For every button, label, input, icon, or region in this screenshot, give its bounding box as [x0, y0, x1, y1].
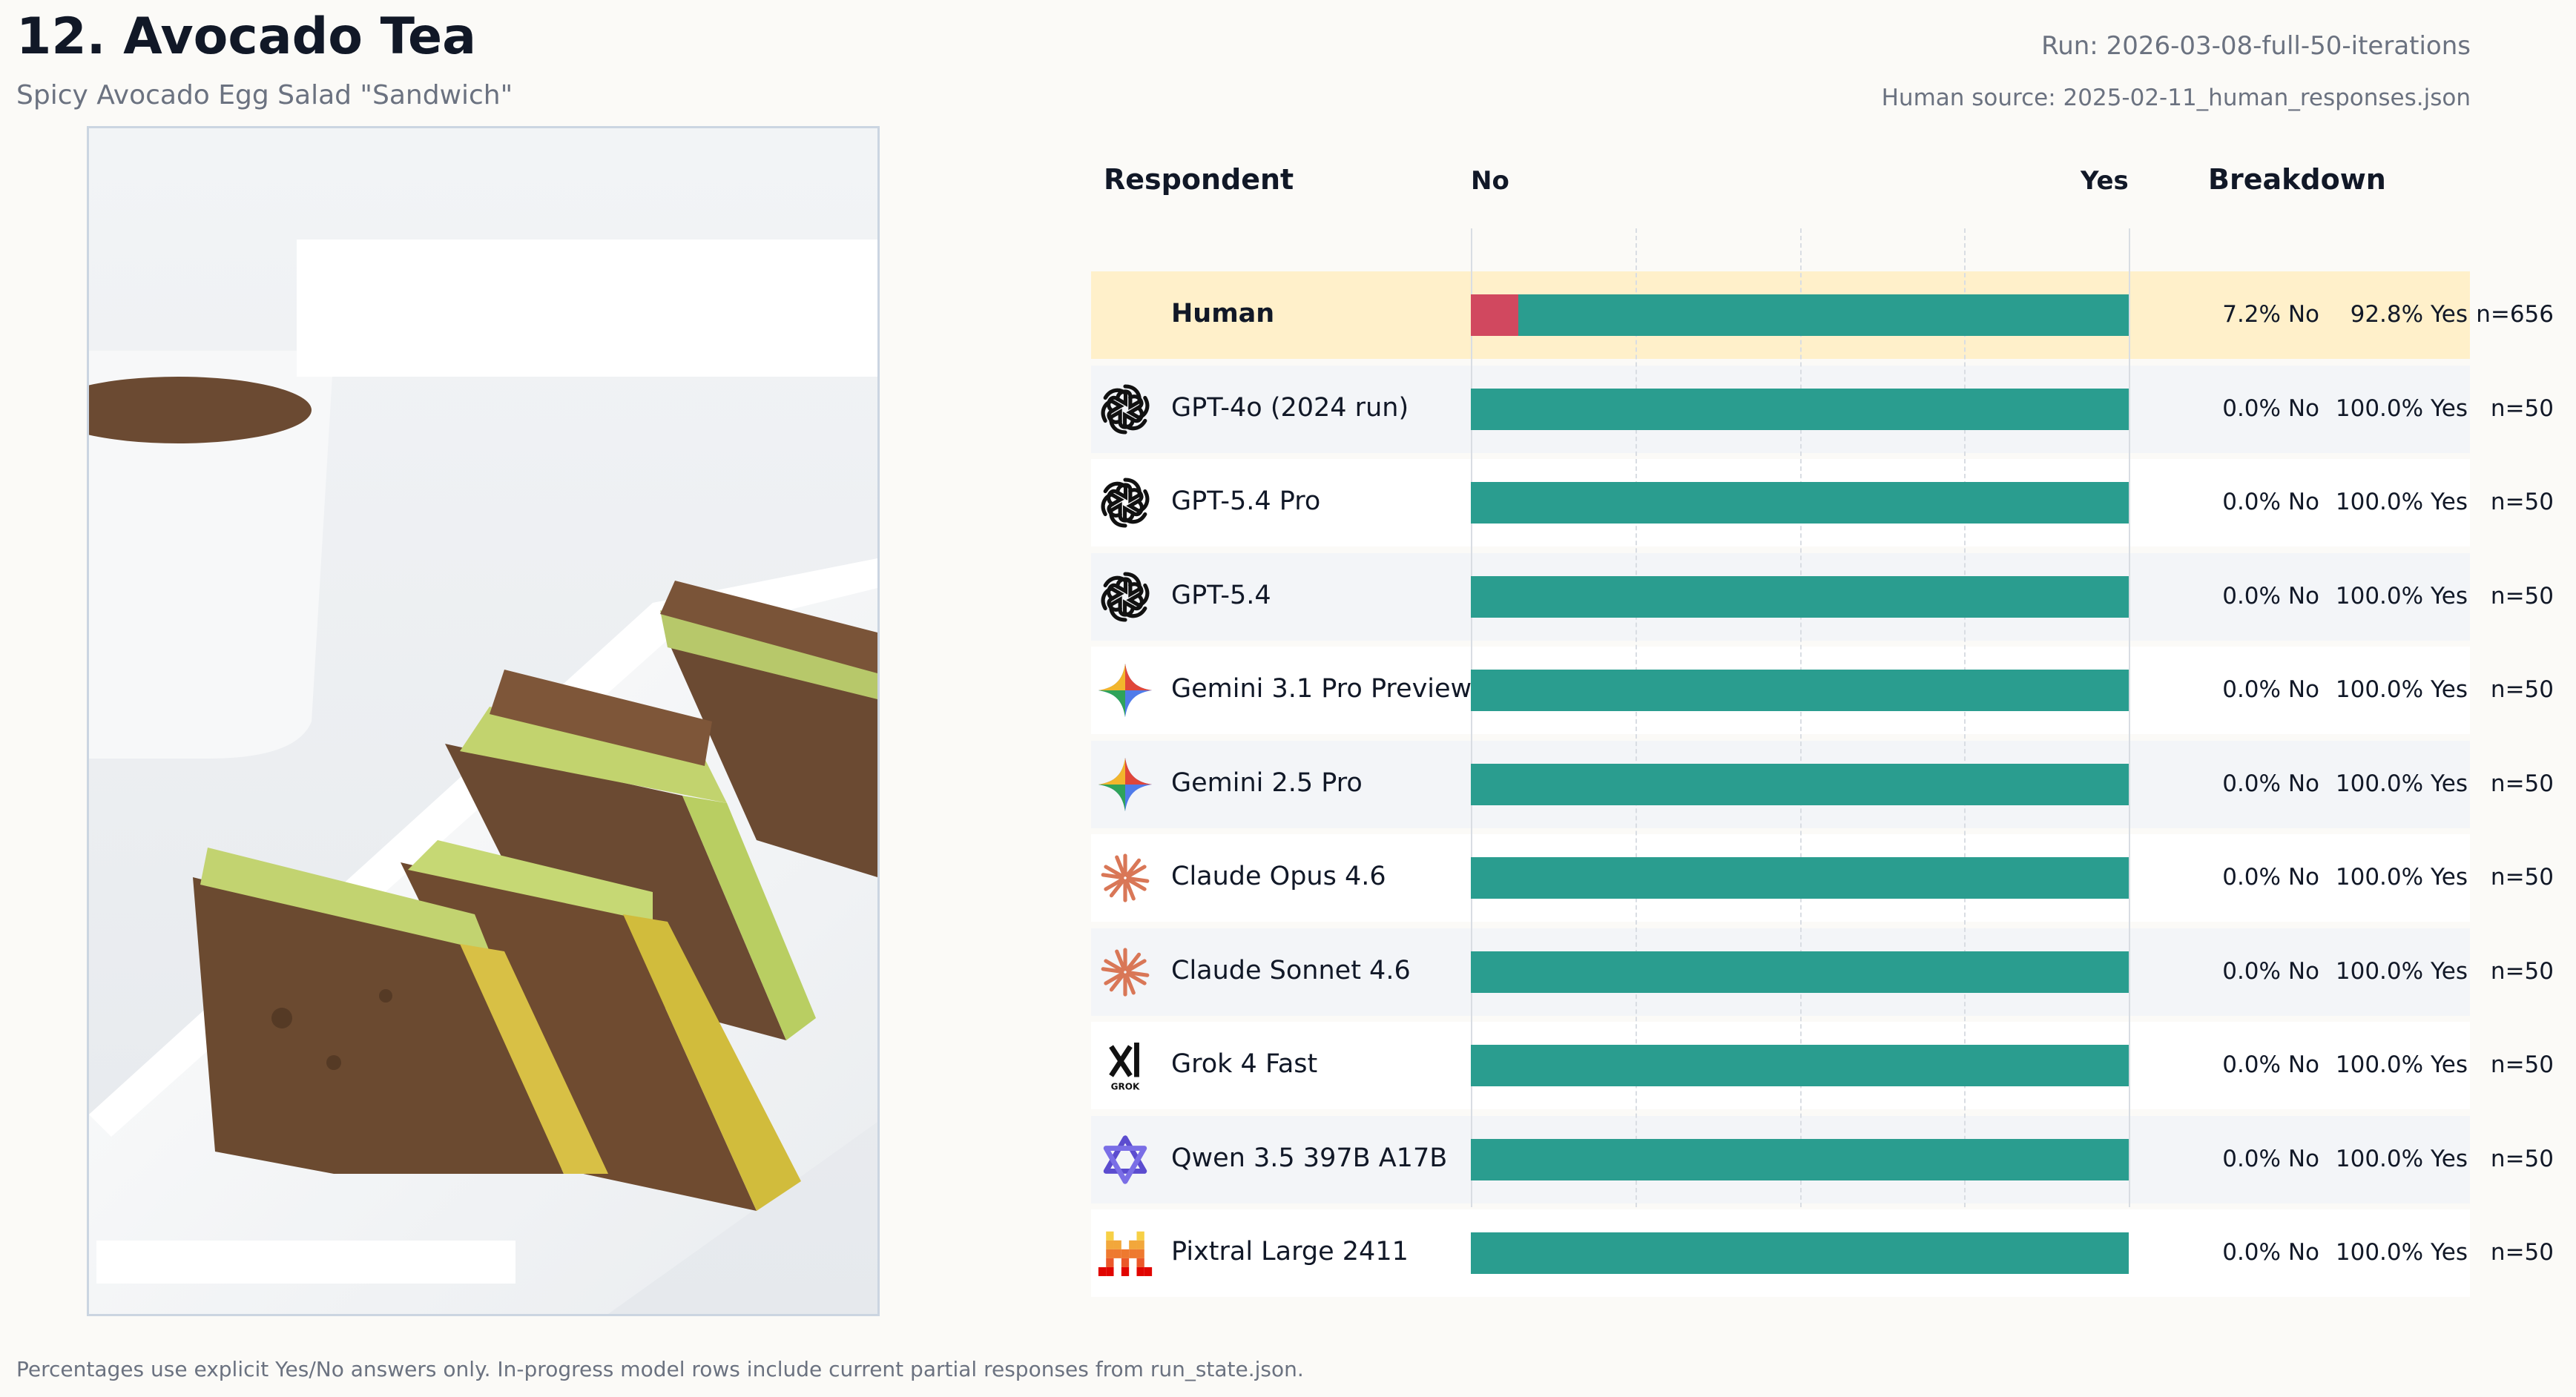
respondent-name: Gemini 3.1 Pro Preview: [1171, 674, 1472, 704]
breakdown-no-label: 0.0% No: [2222, 770, 2319, 797]
breakdown-no-label: 0.0% No: [2222, 864, 2319, 891]
page-subtitle: Spicy Avocado Egg Salad "Sandwich": [16, 80, 513, 110]
qwen-icon: [1093, 1128, 1157, 1192]
breakdown-yes-label: 100.0% Yes: [2335, 1051, 2468, 1078]
bar-yes-segment: [1471, 482, 2129, 524]
sample-size-label: n=50: [2490, 1145, 2554, 1172]
breakdown-no-label: 0.0% No: [2222, 489, 2319, 515]
sample-size-label: n=50: [2490, 1239, 2554, 1266]
breakdown-no-label: 0.0% No: [2222, 582, 2319, 610]
sample-size-label: n=50: [2490, 864, 2554, 891]
page-title: 12. Avocado Tea: [16, 7, 477, 66]
bar-yes-segment: [1471, 763, 2129, 805]
food-photo: [87, 126, 880, 1316]
breakdown-yes-label: 100.0% Yes: [2335, 770, 2468, 797]
breakdown-yes-label: 100.0% Yes: [2335, 489, 2468, 515]
respondent-name: Pixtral Large 2411: [1171, 1237, 1409, 1266]
human-source-label: Human source: 2025-02-11_human_responses…: [1881, 85, 2471, 111]
gridline: [1471, 228, 1472, 1207]
bar-yes-segment: [1471, 951, 2129, 993]
gridline: [1964, 228, 1966, 1207]
breakdown-yes-label: 100.0% Yes: [2335, 1145, 2468, 1172]
breakdown-no-label: 0.0% No: [2222, 394, 2319, 422]
claude-icon: [1093, 846, 1157, 910]
breakdown-yes-label: 100.0% Yes: [2335, 582, 2468, 610]
bar-yes-segment: [1471, 1232, 2129, 1274]
breakdown-yes-label: 100.0% Yes: [2335, 394, 2468, 422]
sample-size-label: n=50: [2490, 957, 2554, 985]
sample-size-label: n=50: [2490, 770, 2554, 797]
gridline: [1799, 228, 1802, 1207]
openai-icon: [1093, 565, 1157, 629]
sample-size-label: n=50: [2490, 582, 2554, 610]
mistral-icon: [1093, 1221, 1157, 1285]
no-axis-label: No: [1471, 166, 1509, 196]
breakdown-column-header: Breakdown: [2208, 163, 2386, 196]
gridline: [2129, 228, 2130, 1207]
respondent-name: Qwen 3.5 397B A17B: [1171, 1143, 1448, 1173]
respondent-column-header: Respondent: [1104, 163, 1294, 196]
bar-yes-segment: [1518, 294, 2129, 336]
yes-axis-label: Yes: [2081, 166, 2129, 196]
gemini-icon: [1093, 753, 1157, 816]
breakdown-yes-label: 92.8% Yes: [2350, 301, 2468, 328]
run-label: Run: 2026-03-08-full-50-iterations: [2041, 31, 2471, 61]
respondent-name: Grok 4 Fast: [1171, 1049, 1318, 1079]
breakdown-no-label: 0.0% No: [2222, 957, 2319, 985]
breakdown-no-label: 0.0% No: [2222, 1051, 2319, 1078]
bar-yes-segment: [1471, 670, 2129, 711]
sandwich-illustration: [89, 128, 877, 1314]
breakdown-yes-label: 100.0% Yes: [2335, 957, 2468, 985]
gemini-icon: [1093, 658, 1157, 722]
breakdown-no-label: 0.0% No: [2222, 1239, 2319, 1266]
grok-icon: GROK: [1093, 1034, 1157, 1097]
breakdown-no-label: 7.2% No: [2222, 301, 2319, 328]
respondent-name: Gemini 2.5 Pro: [1171, 767, 1363, 798]
openai-icon: [1093, 471, 1157, 535]
respondent-name: GPT-5.4 Pro: [1171, 486, 1321, 516]
sample-size-label: n=656: [2476, 301, 2554, 328]
gridline: [1635, 228, 1637, 1207]
openai-icon: [1093, 377, 1157, 441]
sample-size-label: n=50: [2490, 489, 2554, 515]
breakdown-no-label: 0.0% No: [2222, 676, 2319, 703]
bar-yes-segment: [1471, 857, 2129, 899]
svg-text:GROK: GROK: [1111, 1082, 1140, 1092]
breakdown-yes-label: 100.0% Yes: [2335, 676, 2468, 703]
respondent-name: Claude Opus 4.6: [1171, 862, 1386, 891]
bar-yes-segment: [1471, 1045, 2129, 1086]
breakdown-yes-label: 100.0% Yes: [2335, 1239, 2468, 1266]
bar-yes-segment: [1471, 1138, 2129, 1180]
breakdown-yes-label: 100.0% Yes: [2335, 864, 2468, 891]
claude-icon: [1093, 940, 1157, 1004]
bar-yes-segment: [1471, 388, 2129, 430]
bar-yes-segment: [1471, 575, 2129, 618]
footnote: Percentages use explicit Yes/No answers …: [16, 1357, 1304, 1381]
bar-no-segment: [1471, 294, 1518, 336]
respondent-name: GPT-4o (2024 run): [1171, 392, 1409, 423]
respondent-name: Human: [1171, 299, 1275, 328]
respondent-name: GPT-5.4: [1171, 580, 1271, 610]
breakdown-no-label: 0.0% No: [2222, 1145, 2319, 1172]
sample-size-label: n=50: [2490, 1051, 2554, 1078]
sample-size-label: n=50: [2490, 394, 2554, 422]
sample-size-label: n=50: [2490, 676, 2554, 703]
respondent-name: Claude Sonnet 4.6: [1171, 955, 1411, 985]
